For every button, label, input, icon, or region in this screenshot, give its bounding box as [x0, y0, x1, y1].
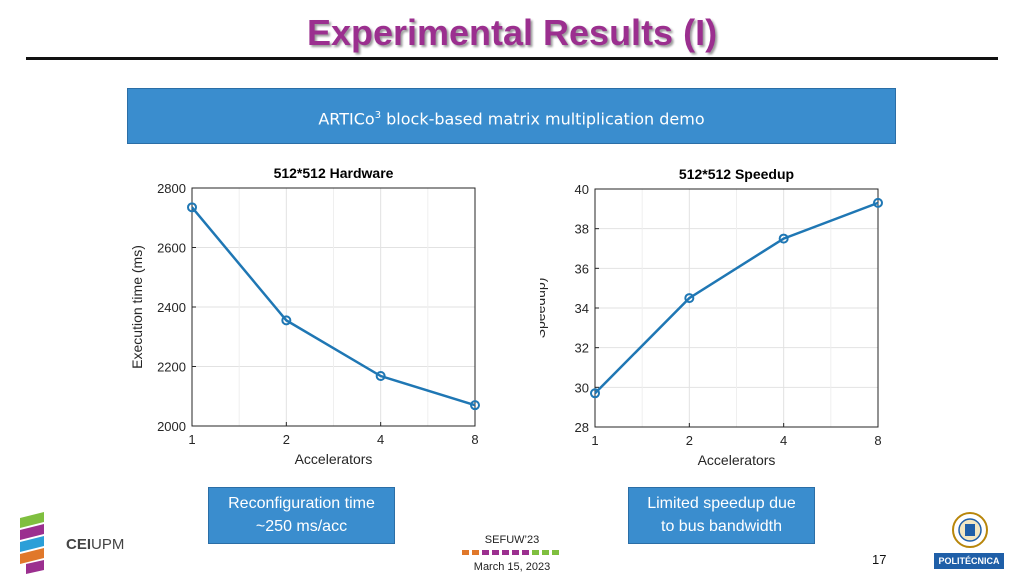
hardware-chart-svg: 2000 2200 2400 2600 2800 1 2 4 8 512*512 Hardware… [129, 165, 480, 467]
hardware-x-tick-label: 8 [471, 432, 478, 447]
speedup-series-line [594, 201, 879, 395]
speedup-chart-svg: 28 30 32 34 36 38 40 1 2 4 8 512*512 Speedup Acceler… [540, 166, 883, 468]
footer-dot [492, 550, 499, 555]
footer-dot [482, 550, 489, 555]
logo-upm: UPM [91, 536, 125, 553]
footer-dot [522, 550, 529, 555]
speedup-y-tick-label: 40 [575, 182, 589, 197]
speedup-data-point [590, 388, 600, 399]
speedup-data-point [778, 233, 789, 244]
speedup-y-axis-label: Speedup) [540, 278, 548, 339]
banner-main-text: ARTICo [318, 109, 375, 129]
hardware-chart: 2000 2200 2400 2600 2800 1 2 4 8 512*512 Hardware… [125, 155, 495, 485]
hardware-y-tick-label: 2600 [157, 241, 186, 256]
hardware-x-axis-label: Accelerators [295, 451, 373, 467]
hardware-y-axis-label: Execution time (ms) [129, 245, 145, 369]
speedup-y-tick-label: 28 [575, 420, 589, 435]
speedup-x-tick-label: 4 [780, 433, 787, 448]
logo-cei: CEI [66, 536, 92, 553]
banner-rest-text: block-based matrix multiplication demo [381, 109, 705, 129]
hardware-x-tick-label: 4 [377, 432, 384, 447]
hardware-y-tick-label: 2800 [157, 181, 186, 196]
speedup-y-tick-label: 30 [575, 380, 589, 395]
hardware-data-point [281, 315, 292, 326]
footer-event: SEFUW’23 [484, 534, 540, 546]
speedup-callout-line1: Limited speedup due [647, 495, 796, 512]
speedup-chart: 28 30 32 34 36 38 40 1 2 4 8 512*512 Speedup Acceler… [540, 155, 900, 485]
speedup-callout: Limited speedup due to bus bandwidth [628, 487, 815, 544]
hardware-y-tick-label: 2400 [157, 300, 186, 315]
speedup-x-tick-label: 1 [591, 433, 598, 448]
footer-color-dots [462, 550, 559, 555]
speedup-x-tick-label: 2 [686, 433, 693, 448]
hardware-data-point [470, 400, 480, 411]
speedup-x-axis-label: Accelerators [698, 452, 776, 468]
speedup-y-tick-label: 36 [575, 261, 589, 276]
reconfiguration-callout: Reconfiguration time ~250 ms/acc [208, 487, 395, 544]
footer-date: March 15, 2023 [473, 561, 551, 573]
footer-dot [542, 550, 549, 555]
upm-badge: POLITÉCNICA [934, 553, 1004, 569]
reconfiguration-callout-line1: Reconfiguration time [228, 495, 375, 512]
speedup-title: 512*512 Speedup [679, 166, 794, 182]
page-number: 17 [872, 552, 887, 567]
hardware-series-line [191, 206, 476, 407]
speedup-callout-line2: to bus bandwidth [661, 518, 782, 535]
banner-superscript: 3 [374, 110, 382, 121]
speedup-y-tick-label: 34 [575, 301, 589, 316]
demo-banner: ARTICo3 block-based matrix multiplicatio… [127, 88, 896, 144]
hardware-y-tick-label: 2200 [157, 360, 186, 375]
footer-dot [472, 550, 479, 555]
reconfiguration-callout-line2: ~250 ms/acc [255, 518, 348, 535]
speedup-y-tick-label: 38 [575, 222, 589, 237]
hardware-data-point [375, 371, 386, 382]
hardware-x-tick-label: 2 [283, 432, 290, 447]
footer-dot [552, 550, 559, 555]
title-divider [26, 57, 998, 60]
upm-crest-icon [952, 512, 988, 548]
slide-title: Experimental Results (I) [306, 12, 718, 53]
hardware-title: 512*512 Hardware [274, 165, 394, 181]
footer-dot [512, 550, 519, 555]
footer-dot [462, 550, 469, 555]
speedup-data-point [873, 197, 883, 208]
speedup-x-tick-label: 8 [874, 433, 881, 448]
footer-dot [502, 550, 509, 555]
speedup-data-point [684, 293, 695, 304]
hardware-x-tick-label: 1 [188, 432, 195, 447]
ceiupm-logo-icon [20, 512, 44, 574]
footer-dot [532, 550, 539, 555]
speedup-y-tick-label: 32 [575, 341, 589, 356]
hardware-data-point [187, 202, 197, 213]
hardware-y-tick-label: 2000 [157, 419, 186, 434]
ceiupm-logo-text: CEIUPM [66, 536, 124, 553]
